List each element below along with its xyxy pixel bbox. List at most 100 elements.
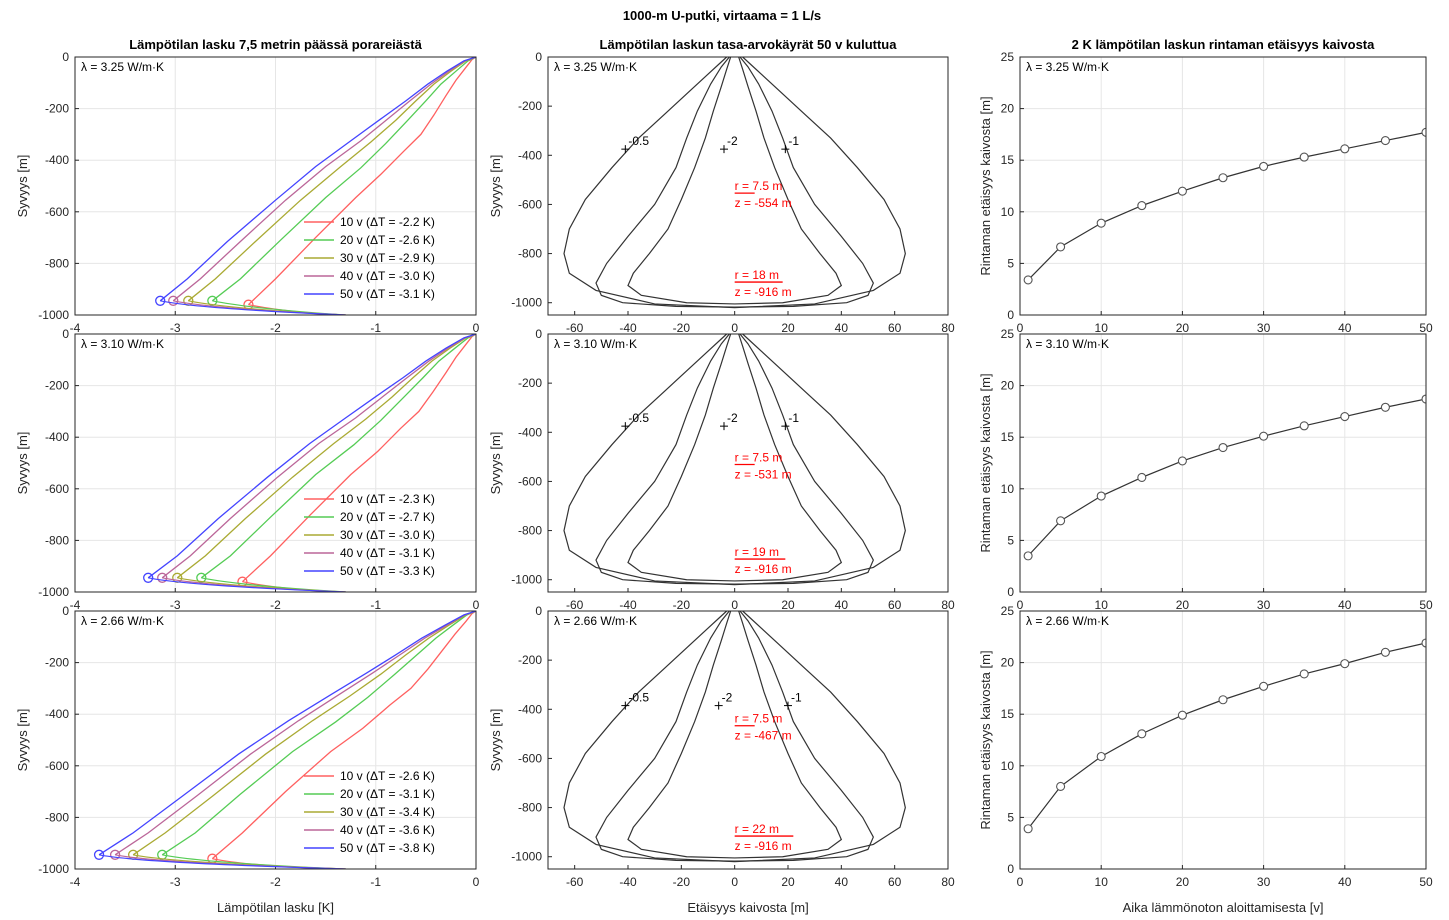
axes-frame xyxy=(1019,56,1427,316)
data-point xyxy=(1259,681,1269,691)
x-tick-label: -40 xyxy=(619,875,637,889)
x-tick-label: -40 xyxy=(619,598,637,612)
y-tick-label: 25 xyxy=(1001,327,1015,341)
y-tick-label: 0 xyxy=(1007,585,1014,599)
axes-frame xyxy=(74,610,477,870)
y-tick-label: 0 xyxy=(62,604,69,618)
y-axis-label: Syvyys [m] xyxy=(488,709,503,772)
x-tick-label: -4 xyxy=(70,598,81,612)
x-tick-label: 0 xyxy=(731,875,738,889)
legend-label: 40 v (ΔT = -3.0 K) xyxy=(340,269,435,283)
series-line xyxy=(98,611,476,856)
x-tick-label: 60 xyxy=(888,321,902,335)
y-axis-label: Syvyys [m] xyxy=(488,432,503,495)
y-tick-label: -800 xyxy=(45,256,69,270)
y-tick-label: -600 xyxy=(518,751,542,765)
y-tick-label: 10 xyxy=(1001,482,1015,496)
plot-area xyxy=(1020,334,1426,592)
x-tick-label: 0 xyxy=(1017,598,1024,612)
data-point xyxy=(1380,402,1390,412)
lambda-annotation: λ = 3.25 W/m·K xyxy=(81,60,164,74)
lambda-annotation: λ = 3.25 W/m·K xyxy=(1026,60,1109,74)
x-tick-label: -3 xyxy=(170,321,181,335)
panel-front-2: 0 10 20 30 40 50 0 5 10 15 20 25 λ = 2.66 W/m·K Aika … xyxy=(978,604,1433,915)
data-point xyxy=(1177,186,1187,196)
y-tick-label: -1000 xyxy=(38,862,69,876)
lambda-annotation: λ = 2.66 W/m·K xyxy=(554,614,637,628)
x-tick-label: -1 xyxy=(370,875,381,889)
data-point xyxy=(1421,127,1426,137)
y-tick-label: -400 xyxy=(518,425,542,439)
x-tick-label: 30 xyxy=(1257,321,1271,335)
series-line xyxy=(147,334,476,579)
x-tick-label: 0 xyxy=(473,875,480,889)
y-tick-label: -600 xyxy=(45,482,69,496)
series-marker xyxy=(155,295,166,306)
series-marker xyxy=(196,572,207,583)
legend-label: 20 v (ΔT = -3.1 K) xyxy=(340,787,435,801)
data-point xyxy=(1299,669,1309,679)
x-tick-label: 80 xyxy=(941,598,955,612)
front-marker-r: r = 19 m xyxy=(735,545,779,559)
axes-frame xyxy=(1019,333,1427,593)
y-axis-label: Rintaman etäisyys kaivosta [m] xyxy=(978,650,993,829)
data-point xyxy=(1137,472,1147,482)
lambda-annotation: λ = 2.66 W/m·K xyxy=(1026,614,1109,628)
series-marker xyxy=(157,572,168,583)
axes-frame xyxy=(547,610,949,870)
plot-content xyxy=(1023,394,1426,561)
data-point xyxy=(1421,394,1426,404)
x-tick-label: 60 xyxy=(888,875,902,889)
y-tick-label: -200 xyxy=(518,99,542,113)
data-point xyxy=(1218,173,1228,183)
x-tick-label: -2 xyxy=(270,321,281,335)
x-tick-label: 20 xyxy=(781,598,795,612)
legend-label: 50 v (ΔT = -3.1 K) xyxy=(340,287,435,301)
y-tick-label: 15 xyxy=(1001,430,1015,444)
data-point xyxy=(1177,710,1187,720)
legend-label: 40 v (ΔT = -3.6 K) xyxy=(340,823,435,837)
front-marker-r: r = 7.5 m xyxy=(735,712,783,726)
front-marker-r: r = 18 m xyxy=(735,268,779,282)
x-tick-label: 10 xyxy=(1095,598,1109,612)
x-tick-label: -20 xyxy=(673,598,691,612)
y-tick-label: -200 xyxy=(518,376,542,390)
lambda-annotation: λ = 3.10 W/m·K xyxy=(1026,337,1109,351)
data-point xyxy=(1096,218,1106,228)
y-tick-label: -400 xyxy=(45,707,69,721)
y-tick-label: -200 xyxy=(45,102,69,116)
figure-title: 1000-m U-putki, virtaama = 1 L/s xyxy=(623,8,821,23)
contour-line xyxy=(595,611,875,862)
y-tick-label: 0 xyxy=(535,327,542,341)
y-tick-label: 10 xyxy=(1001,759,1015,773)
data-point xyxy=(1177,456,1187,466)
y-tick-label: -400 xyxy=(45,430,69,444)
y-axis-label: Syvyys [m] xyxy=(15,155,30,218)
plot-area xyxy=(548,611,948,869)
legend-label: 50 v (ΔT = -3.3 K) xyxy=(340,564,435,578)
contour-label: -1 xyxy=(791,691,802,705)
x-tick-label: -1 xyxy=(370,321,381,335)
panel-contour-0: -60 -40 -20 0 20 40 60 80-1000-800-600-400-2000… xyxy=(488,37,955,335)
x-axis-label: Aika lämmönoton aloittamisesta [v] xyxy=(1123,900,1324,915)
series-line xyxy=(211,611,476,860)
panel-profile-1: -4 -3 -2 -1 0 -1000 -800 -600 -400 -200 0 10 v (ΔT … xyxy=(15,327,480,612)
y-tick-label: 15 xyxy=(1001,707,1015,721)
front-marker-z: z = -467 m xyxy=(735,729,792,743)
y-tick-label: 10 xyxy=(1001,205,1015,219)
y-tick-label: 0 xyxy=(535,50,542,64)
legend-label: 10 v (ΔT = -2.3 K) xyxy=(340,492,435,506)
plot-content xyxy=(143,334,476,592)
plot-area xyxy=(548,334,948,592)
x-tick-label: 60 xyxy=(888,598,902,612)
series-tail xyxy=(160,300,346,315)
series-line xyxy=(132,611,476,856)
legend-label: 30 v (ΔT = -2.9 K) xyxy=(340,251,435,265)
series-line xyxy=(159,57,476,302)
legend-label: 20 v (ΔT = -2.7 K) xyxy=(340,510,435,524)
legend-label: 40 v (ΔT = -3.1 K) xyxy=(340,546,435,560)
x-tick-label: 20 xyxy=(1176,321,1190,335)
series-marker xyxy=(143,572,154,583)
x-tick-label: 20 xyxy=(781,875,795,889)
series-marker xyxy=(93,849,105,860)
